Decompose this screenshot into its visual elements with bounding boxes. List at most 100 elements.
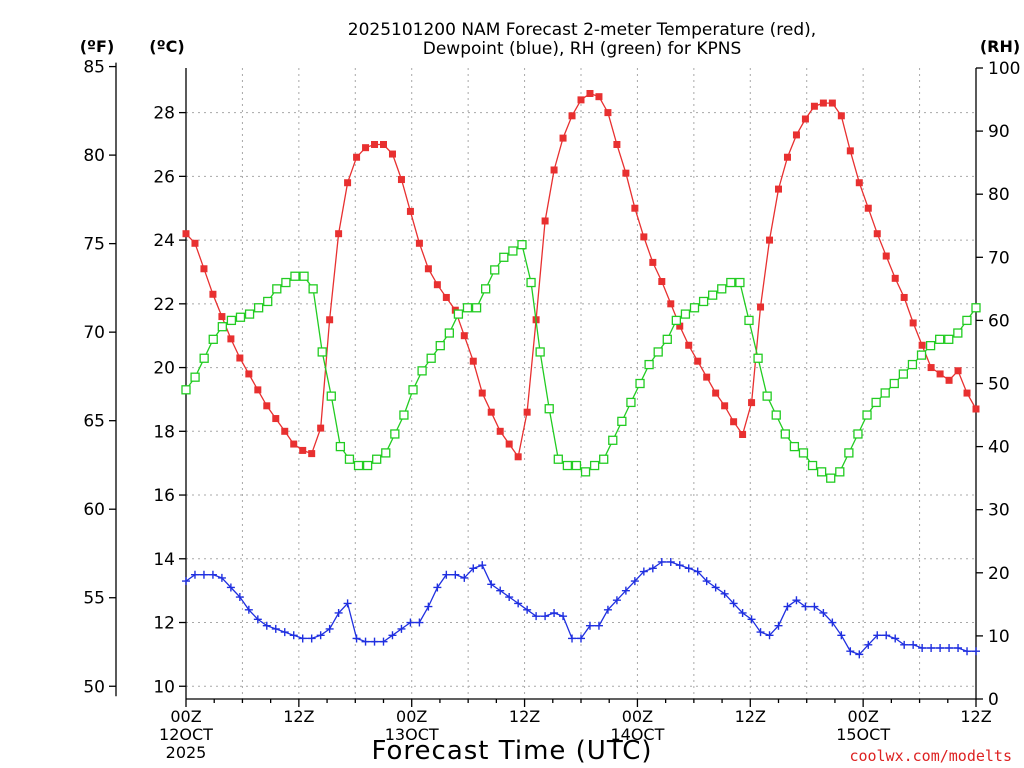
rh-point-63 <box>753 353 763 363</box>
celsius-tick-label-28: 28 <box>153 104 175 124</box>
temperature-point-36 <box>505 440 513 448</box>
rh-series <box>181 240 981 483</box>
dewpoint-point-61 <box>729 599 738 608</box>
temperature-point-16 <box>326 316 334 324</box>
dewpoint-point-8 <box>253 615 262 624</box>
rh-point-83 <box>935 334 945 344</box>
rh-point-46 <box>599 454 609 464</box>
temperature-point-35 <box>496 427 504 435</box>
dewpoint-point-14 <box>307 634 316 643</box>
temperature-point-77 <box>873 230 881 238</box>
temperature-point-86 <box>954 367 962 375</box>
temperature-point-66 <box>775 185 782 193</box>
dewpoint-point-36 <box>505 593 514 602</box>
temperature-point-53 <box>658 278 666 286</box>
date-label-24: 13OCT <box>385 725 439 744</box>
rh-point-68 <box>798 448 809 458</box>
temperature-point-15 <box>317 424 325 432</box>
rh-point-50 <box>635 378 645 389</box>
rh-point-40 <box>544 404 554 414</box>
rh-point-39 <box>535 347 545 357</box>
dewpoint-point-42 <box>559 612 568 621</box>
rh-point-17 <box>335 441 346 452</box>
time-tick-label-48: 00Z <box>622 707 653 726</box>
rh-point-27 <box>426 353 436 363</box>
temperature-point-68 <box>792 131 800 139</box>
rh-point-13 <box>299 271 309 281</box>
temperature-point-31 <box>460 332 468 340</box>
time-tick-label-24: 00Z <box>396 707 427 726</box>
dewpoint-point-80 <box>900 640 909 649</box>
temperature-point-55 <box>676 322 684 330</box>
rh-point-47 <box>608 435 618 445</box>
dewpoint-point-4 <box>217 573 226 582</box>
rh-point-65 <box>771 410 781 420</box>
rh-point-32 <box>471 303 482 313</box>
rh-point-43 <box>571 460 582 471</box>
dewpoint-point-83 <box>927 644 936 653</box>
rh-point-60 <box>726 277 736 288</box>
temperature-point-28 <box>433 281 441 289</box>
temperature-point-9 <box>263 402 271 410</box>
rh-point-70 <box>816 467 827 477</box>
dewpoint-point-25 <box>406 618 415 627</box>
fahrenheit-tick-label-60: 60 <box>83 500 105 520</box>
rh-point-64 <box>762 391 772 401</box>
rh-point-82 <box>925 340 936 351</box>
rh-point-3 <box>208 334 218 344</box>
rh-point-0 <box>181 385 191 395</box>
rh-point-19 <box>353 460 364 471</box>
rh-point-1 <box>190 372 200 382</box>
fahrenheit-tick-label-70: 70 <box>83 323 105 343</box>
rh-point-81 <box>916 350 927 360</box>
credit-text: coolwx.com/modelts <box>849 747 1012 765</box>
rh-point-52 <box>653 347 663 357</box>
dewpoint-point-11 <box>280 628 289 637</box>
temperature-point-12 <box>290 440 298 448</box>
temperature-series <box>182 89 980 461</box>
dewpoint-point-31 <box>460 573 469 582</box>
axes: 10 12 14 16 18 20 22 24 26 28 50 55 60 65 70 75 80 85 0 10 2… <box>83 58 1020 762</box>
temperature-point-1 <box>191 239 199 247</box>
temperature-point-85 <box>945 376 953 384</box>
rh-tick-label-80: 80 <box>988 185 1010 205</box>
temperature-point-57 <box>694 357 702 365</box>
celsius-tick-label-18: 18 <box>153 422 175 442</box>
temperature-point-48 <box>613 140 621 148</box>
rh-point-33 <box>481 284 491 294</box>
dewpoint-point-75 <box>855 650 864 659</box>
rh-point-20 <box>362 460 373 471</box>
date-label-0: 12OCT <box>159 725 213 744</box>
chart-title-line1: 2025101200 NAM Forecast 2-meter Temperat… <box>348 20 816 40</box>
rh-point-62 <box>744 315 754 326</box>
temperature-point-27 <box>424 265 432 273</box>
dewpoint-point-27 <box>424 602 433 611</box>
rh-point-38 <box>526 277 536 288</box>
time-tick-label-0: 00Z <box>170 707 201 726</box>
rh-tick-label-10: 10 <box>988 627 1010 647</box>
temperature-point-64 <box>757 303 765 311</box>
series-layer <box>181 89 981 659</box>
temperature-point-61 <box>730 418 738 426</box>
dewpoint-point-28 <box>433 583 442 592</box>
temperature-point-56 <box>685 341 693 349</box>
fahrenheit-tick-label-50: 50 <box>83 677 105 697</box>
temperature-point-20 <box>362 144 370 152</box>
temperature-point-25 <box>406 207 414 215</box>
rh-point-75 <box>862 410 872 420</box>
dewpoint-point-65 <box>765 631 774 640</box>
dewpoint-point-56 <box>684 564 693 573</box>
dewpoint-point-78 <box>882 631 891 640</box>
dewpoint-point-47 <box>603 605 612 614</box>
rh-tick-label-30: 30 <box>988 501 1010 521</box>
dewpoint-point-6 <box>235 593 244 602</box>
rh-point-56 <box>689 303 700 313</box>
temperature-point-0 <box>182 230 190 238</box>
dewpoint-point-55 <box>675 561 684 570</box>
celsius-tick-label-12: 12 <box>153 614 175 634</box>
temperature-point-62 <box>739 430 747 438</box>
rh-point-80 <box>907 359 918 370</box>
dewpoint-point-51 <box>639 567 648 576</box>
year-label-0: 2025 <box>166 743 207 762</box>
